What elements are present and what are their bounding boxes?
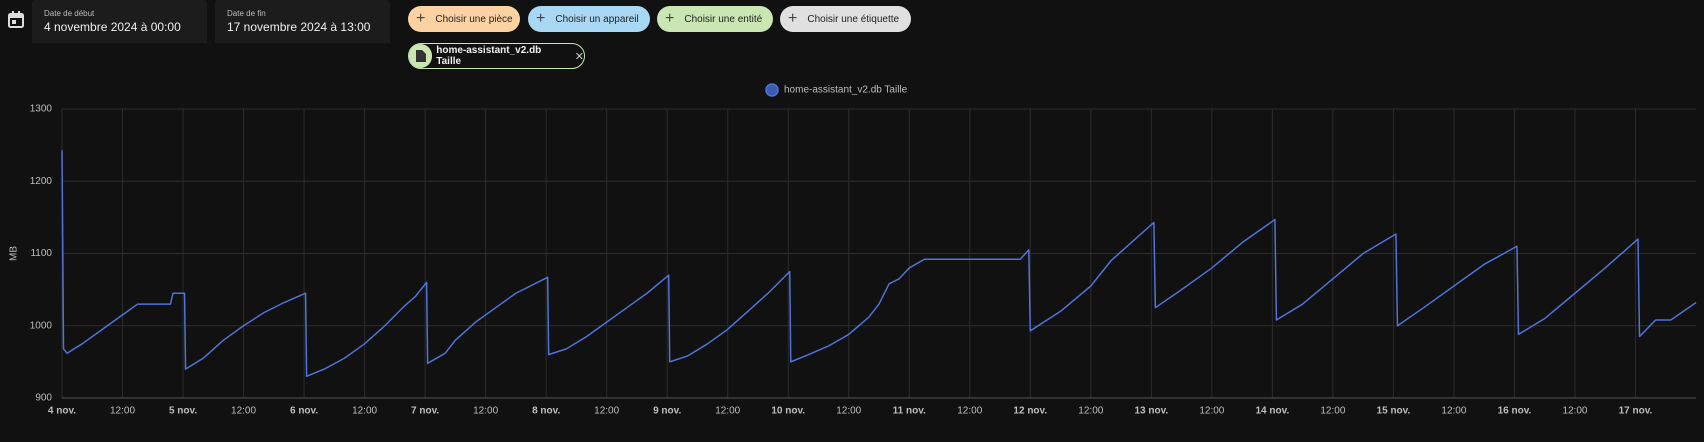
end-date[interactable]: Date de fin 17 novembre 2024 à 13:00 [215,0,390,43]
device-chip[interactable]: + Choisir un appareil [528,6,650,32]
start-date-value: 4 novembre 2024 à 00:00 [44,20,181,34]
legend-label: home-assistant_v2.db Taille [784,85,908,96]
end-date-value: 17 novembre 2024 à 13:00 [227,20,371,34]
x-tick-label: 17 nov. [1619,406,1653,417]
file-glyph [415,50,426,62]
file-icon [409,44,433,68]
x-tick-label: 11 nov. [893,406,926,417]
x-tick-label: 12:00 [594,406,619,417]
area-chip[interactable]: + Choisir une pièce [408,6,520,32]
x-tick-label: 12:00 [110,406,135,417]
selected-entity-label: home-assistant_v2.db Taille [436,45,542,67]
x-tick-label: 9 nov. [653,406,681,417]
x-tick-label: 12:00 [473,406,498,417]
x-tick-label: 13 nov. [1134,406,1168,417]
calendar-icon[interactable] [7,10,27,30]
x-tick-label: 6 nov. [290,406,318,417]
x-tick-label: 7 nov. [411,406,439,417]
x-tick-label: 12:00 [1199,406,1224,417]
x-tick-label: 12:00 [1320,406,1345,417]
y-axis-label: MB [9,246,20,261]
y-tick-label: 1300 [30,104,53,115]
y-tick-label: 1000 [30,320,53,331]
y-tick-label: 1100 [30,248,52,259]
legend-marker [765,83,779,97]
chip-label: Choisir un appareil [555,13,639,25]
start-date-label: Date de début [44,9,95,18]
y-tick-label: 1200 [30,176,53,187]
x-tick-label: 12:00 [231,406,256,417]
x-tick-label: 12:00 [957,406,982,417]
data-line [61,150,1697,378]
x-tick-label: 15 nov. [1377,406,1411,417]
selected-entity-chip[interactable]: home-assistant_v2.db Taille ✕ [408,43,585,69]
x-tick-label: 12:00 [352,406,377,417]
chip-label: Choisir une étiquette [807,13,900,25]
x-tick-label: 12:00 [1441,406,1466,417]
x-tick-label: 12:00 [1078,406,1103,417]
end-date-label: Date de fin [227,9,266,18]
x-tick-label: 16 nov. [1498,406,1532,417]
entity-chip[interactable]: + Choisir une entité [657,6,773,32]
y-tick-label: 900 [35,393,52,404]
x-tick-label: 5 nov. [169,406,197,417]
x-tick-label: 12:00 [715,406,740,417]
x-tick-label: 14 nov. [1256,406,1290,417]
chip-label: Choisir une pièce [435,13,513,25]
label-chip[interactable]: + Choisir une étiquette [780,6,911,32]
start-date[interactable]: Date de début 4 novembre 2024 à 00:00 [32,0,207,43]
remove-button[interactable]: ✕ [574,50,584,63]
x-tick-label: 12:00 [836,406,861,417]
chip-label: Choisir une entité [684,13,763,25]
x-tick-label: 12 nov. [1013,406,1047,417]
x-tick-label: 10 nov. [771,406,805,417]
x-tick-label: 12:00 [1562,406,1587,417]
x-tick-label: 4 nov. [48,406,76,417]
x-tick-label: 8 nov. [532,406,560,417]
